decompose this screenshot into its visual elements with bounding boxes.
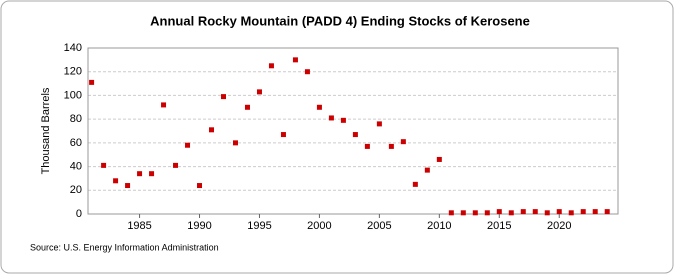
point xyxy=(604,209,610,215)
point xyxy=(448,210,454,216)
point xyxy=(376,121,382,127)
point xyxy=(209,127,215,133)
point xyxy=(280,132,286,138)
x-tick-label: 2000 xyxy=(307,220,331,232)
point xyxy=(328,115,334,121)
point xyxy=(197,183,203,189)
point xyxy=(113,178,119,184)
y-tick-label: 80 xyxy=(70,113,82,125)
point xyxy=(496,209,502,215)
x-tick-label: 2020 xyxy=(547,220,571,232)
y-tick-label: 40 xyxy=(70,160,82,172)
point xyxy=(388,143,394,149)
x-tick-label: 1995 xyxy=(247,220,271,232)
point xyxy=(364,143,370,149)
point xyxy=(580,209,586,215)
y-axis-label: Thousand Barrels xyxy=(40,87,52,174)
y-tick-label: 60 xyxy=(70,137,82,149)
point xyxy=(544,210,550,216)
point xyxy=(436,156,442,162)
plot-border xyxy=(87,47,619,215)
x-tick-label: 1985 xyxy=(127,220,151,232)
point xyxy=(101,162,107,168)
point xyxy=(400,139,406,145)
point xyxy=(149,171,155,177)
point xyxy=(568,210,574,216)
point xyxy=(520,209,526,215)
point xyxy=(556,209,562,215)
x-tick-label: 1990 xyxy=(187,220,211,232)
point xyxy=(268,63,274,69)
point xyxy=(508,210,514,216)
point xyxy=(232,140,238,146)
y-tick-label: 140 xyxy=(64,42,82,54)
point xyxy=(292,57,298,63)
x-tick-label: 2005 xyxy=(367,220,391,232)
point xyxy=(340,117,346,123)
x-tick-label: 2010 xyxy=(427,220,451,232)
point xyxy=(220,94,226,100)
point xyxy=(125,183,131,189)
point xyxy=(412,181,418,187)
y-tick-label: 20 xyxy=(70,184,82,196)
x-tick-label: 2015 xyxy=(487,220,511,232)
point xyxy=(304,69,310,75)
point xyxy=(89,79,95,85)
point xyxy=(256,89,262,95)
point xyxy=(424,167,430,173)
point xyxy=(185,142,191,148)
point xyxy=(161,102,167,108)
point xyxy=(460,210,466,216)
y-tick-label: 100 xyxy=(64,89,82,101)
point xyxy=(532,209,538,215)
point xyxy=(244,104,250,110)
source: Source: U.S. Energy Information Administ… xyxy=(30,242,219,252)
y-tick-label: 0 xyxy=(76,208,82,220)
point xyxy=(484,210,490,216)
y-tick-label: 120 xyxy=(64,66,82,78)
point xyxy=(173,162,179,168)
chart-title: Annual Rocky Mountain (PADD 4) Ending St… xyxy=(150,13,530,28)
point xyxy=(592,209,598,215)
point xyxy=(352,132,358,138)
point xyxy=(316,104,322,110)
point xyxy=(137,171,143,177)
point xyxy=(472,210,478,216)
